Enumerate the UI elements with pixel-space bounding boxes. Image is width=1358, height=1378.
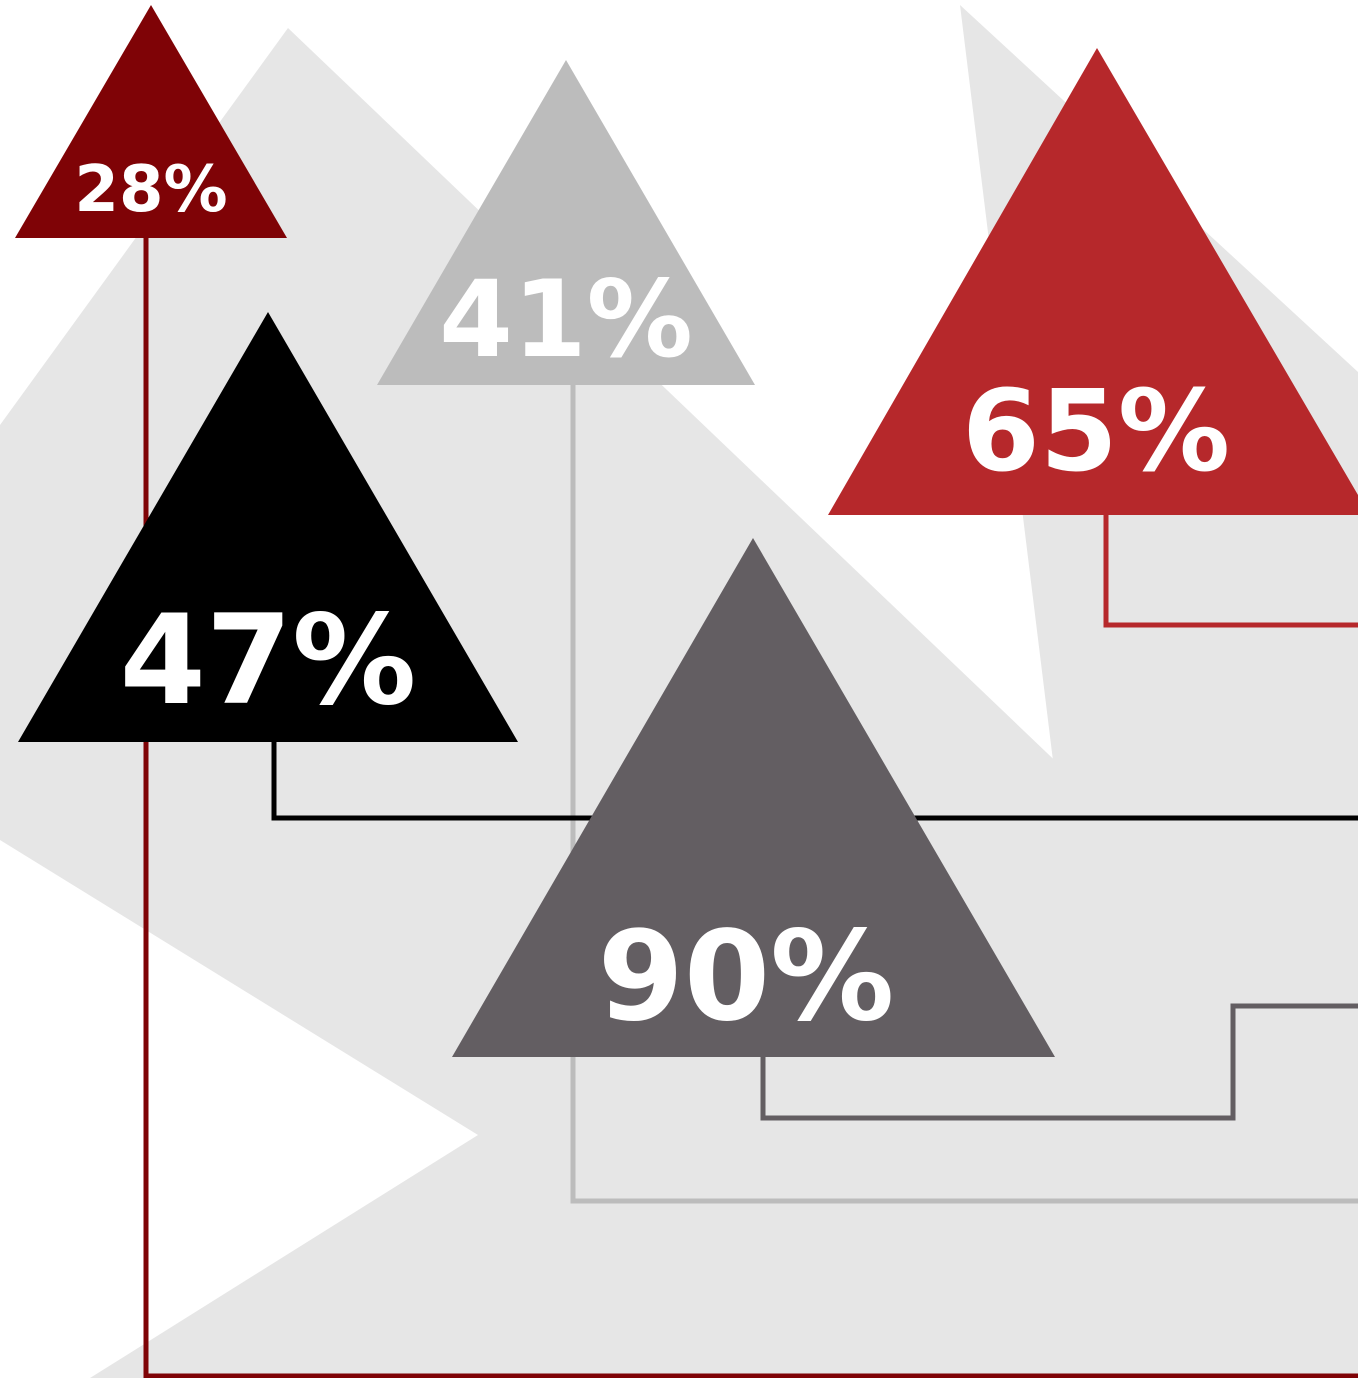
triangle-47 (18, 312, 518, 742)
marker-90: 90% (452, 538, 1055, 1057)
connector-line-47 (271, 742, 1358, 821)
triangle-28 (15, 5, 287, 238)
percent-label-65: 65% (962, 367, 1230, 497)
triangle-90 (452, 538, 1055, 1057)
marker-65: 65% (828, 48, 1358, 515)
connector-line-90 (760, 1003, 1358, 1121)
percent-label-41: 41% (439, 258, 693, 381)
percent-label-90: 90% (598, 905, 895, 1049)
percent-label-28: 28% (74, 153, 227, 227)
connector-line-41 (570, 385, 1358, 1204)
triangle-markers: 28% 41% 65% 47% 90% (15, 5, 1358, 1057)
triangle-41 (377, 60, 755, 385)
connector-line-65 (1103, 515, 1358, 628)
marker-28: 28% (15, 5, 287, 238)
triangle-65 (828, 48, 1358, 515)
percent-label-47: 47% (120, 589, 417, 733)
marker-41: 41% (377, 60, 755, 385)
marker-47: 47% (18, 312, 518, 742)
